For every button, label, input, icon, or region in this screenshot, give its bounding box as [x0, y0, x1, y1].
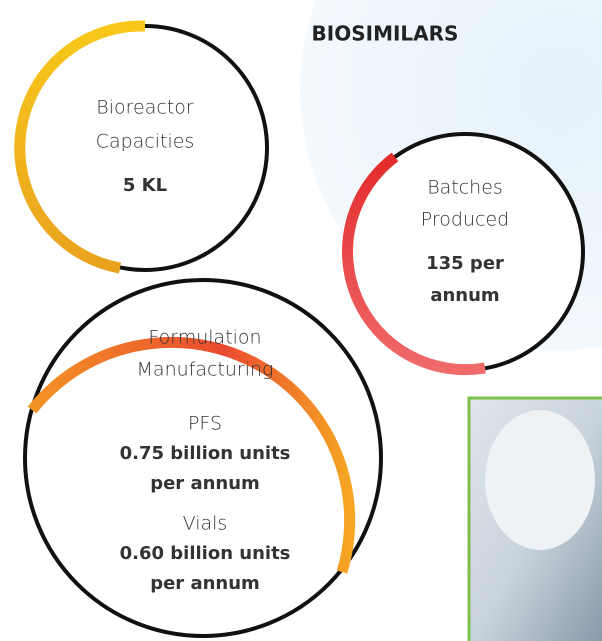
circle-label: Batches: [427, 177, 503, 199]
item-value: per annum: [150, 473, 260, 494]
item-value: 0.60 billion units: [120, 543, 291, 564]
item-value: per annum: [150, 573, 260, 594]
circle-value: 5 KL: [123, 175, 167, 196]
circle-value: 135 per: [426, 253, 504, 274]
photo-detail: [485, 410, 595, 550]
item-name: Vials: [183, 513, 228, 535]
circle-label: Capacities: [96, 131, 195, 153]
page: BIOSIMILARS Bioreactor Capacities 5 KL B…: [0, 0, 602, 641]
circle-label: Formulation: [148, 327, 261, 349]
item-value: 0.75 billion units: [120, 443, 291, 464]
title: BIOSIMILARS: [312, 22, 459, 46]
circle-label: Produced: [421, 209, 509, 231]
circle-label: Bioreactor: [96, 97, 194, 119]
item-name: PFS: [188, 413, 222, 435]
circle-label: Manufacturing: [137, 359, 274, 381]
circle-value: annum: [430, 285, 499, 306]
infographic: BIOSIMILARS Bioreactor Capacities 5 KL B…: [0, 0, 602, 641]
